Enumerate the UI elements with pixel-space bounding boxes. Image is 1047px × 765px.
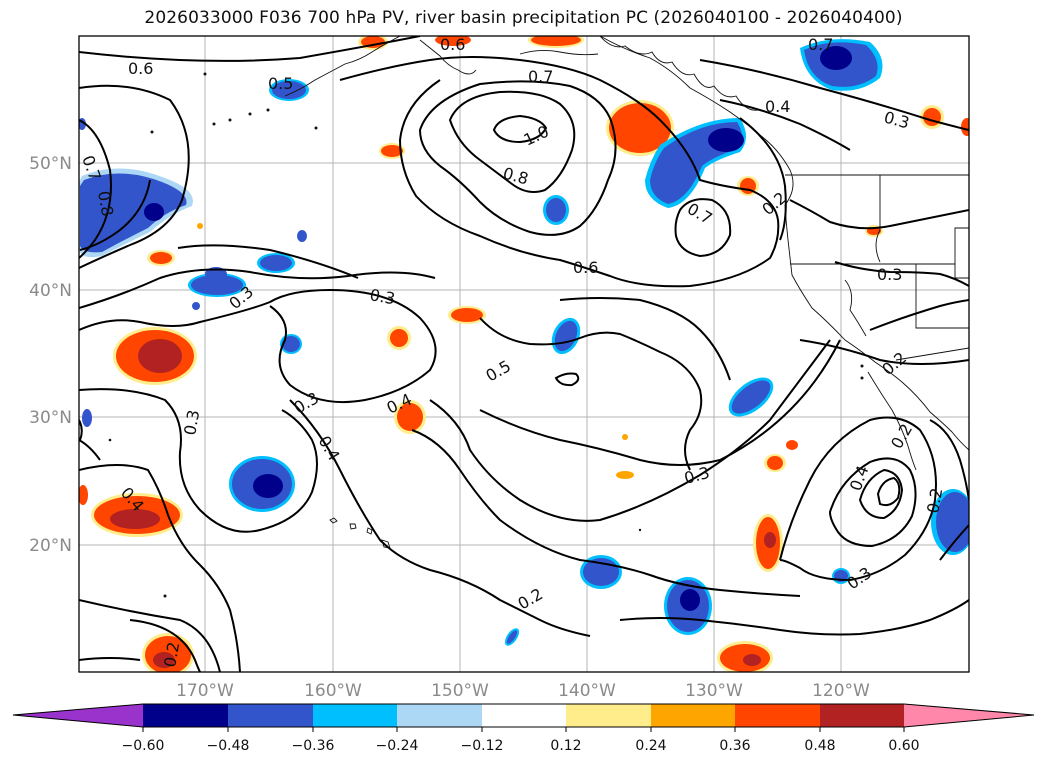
colorbar-segment [482, 704, 566, 727]
lat-label-20n: 20°N [29, 536, 72, 556]
negative-anomaly-blob [931, 489, 969, 555]
colorbar-tick-label: 0.60 [888, 738, 919, 754]
colorbar-tick-label: 0.36 [719, 738, 750, 754]
colorbar-segment [566, 704, 651, 727]
colorbar-segment [397, 704, 482, 727]
colorbar-segment [143, 704, 228, 727]
contour-label: 0.6 [128, 59, 153, 78]
map-frame [78, 35, 970, 673]
figure-title: 2026033000 F036 700 hPa PV, river basin … [144, 8, 903, 28]
colorbar-tick-label: 0.48 [804, 738, 835, 754]
contour-label: 0.2 [923, 486, 946, 514]
colorbar-tick-label: 0.12 [550, 738, 581, 754]
positive-anomaly-blob [113, 327, 197, 385]
positive-anomaly-blob [717, 641, 773, 672]
lon-label-130w: 130°W [685, 681, 743, 701]
positive-anomaly-blob [753, 514, 783, 572]
map-panel: 0.6 0.6 0.5 0.7 0.7 0.7 1.0 0.8 0.8 0.4 … [79, 35, 969, 672]
small-islands [108, 72, 864, 598]
colorbar-segment [651, 704, 735, 727]
colorbar-extend-min [13, 704, 143, 727]
colorbar: −0.60 −0.48 −0.36 −0.24 −0.12 0.12 0.24 … [12, 703, 1035, 754]
contour-label: 0.3 [368, 285, 396, 308]
colorbar-tick-label: −0.36 [292, 738, 335, 754]
negative-anomaly-blob [229, 456, 295, 512]
colorbar-tick-label: −0.48 [207, 738, 250, 754]
colorbar-tick-label: −0.12 [461, 738, 504, 754]
lon-label-120w: 120°W [812, 681, 870, 701]
colorbar-tick-label: −0.60 [122, 738, 165, 754]
contour-label: 0.6 [440, 35, 465, 54]
contour-label: 0.7 [808, 35, 833, 54]
colorbar-segment [820, 704, 904, 727]
contour-label: 0.5 [268, 74, 293, 93]
positive-anomaly-blob [91, 493, 183, 537]
colorbar-tick-label: −0.24 [376, 738, 419, 754]
colorbar-tick-label: 0.24 [635, 738, 666, 754]
colorbar-ticks [142, 727, 905, 732]
lon-label-170w: 170°W [176, 681, 234, 701]
lat-label-50n: 50°N [29, 154, 72, 174]
lon-label-160w: 160°W [304, 681, 362, 701]
colorbar-extend-max [904, 704, 1034, 727]
lat-label-40n: 40°N [29, 281, 72, 301]
contour-label: 0.7 [528, 67, 553, 86]
lon-label-140w: 140°W [558, 681, 616, 701]
colorbar-segment [735, 704, 820, 727]
coastlines [284, 36, 969, 549]
lat-label-30n: 30°N [29, 408, 72, 428]
negative-anomaly-blob [800, 39, 883, 91]
contour-label: 0.6 [573, 258, 598, 277]
contour-label: 0.3 [877, 265, 902, 284]
latitude-labels: 50°N 40°N 30°N 20°N [29, 154, 72, 556]
contour-label: 0.4 [765, 97, 790, 116]
colorbar-segment [228, 704, 313, 727]
pv-contours [79, 36, 969, 672]
positive-anomaly-blob [142, 633, 194, 672]
contour-label: 0.3 [180, 408, 203, 436]
contour-label: 0.2 [160, 640, 183, 668]
negative-anomaly-blob [645, 118, 746, 208]
precip-anomaly-fills [79, 36, 969, 672]
colorbar-segment [313, 704, 397, 727]
contour-label: 0.8 [94, 189, 117, 217]
longitude-labels: 170°W 160°W 150°W 140°W 130°W 120°W [176, 681, 870, 701]
lon-label-150w: 150°W [431, 681, 489, 701]
